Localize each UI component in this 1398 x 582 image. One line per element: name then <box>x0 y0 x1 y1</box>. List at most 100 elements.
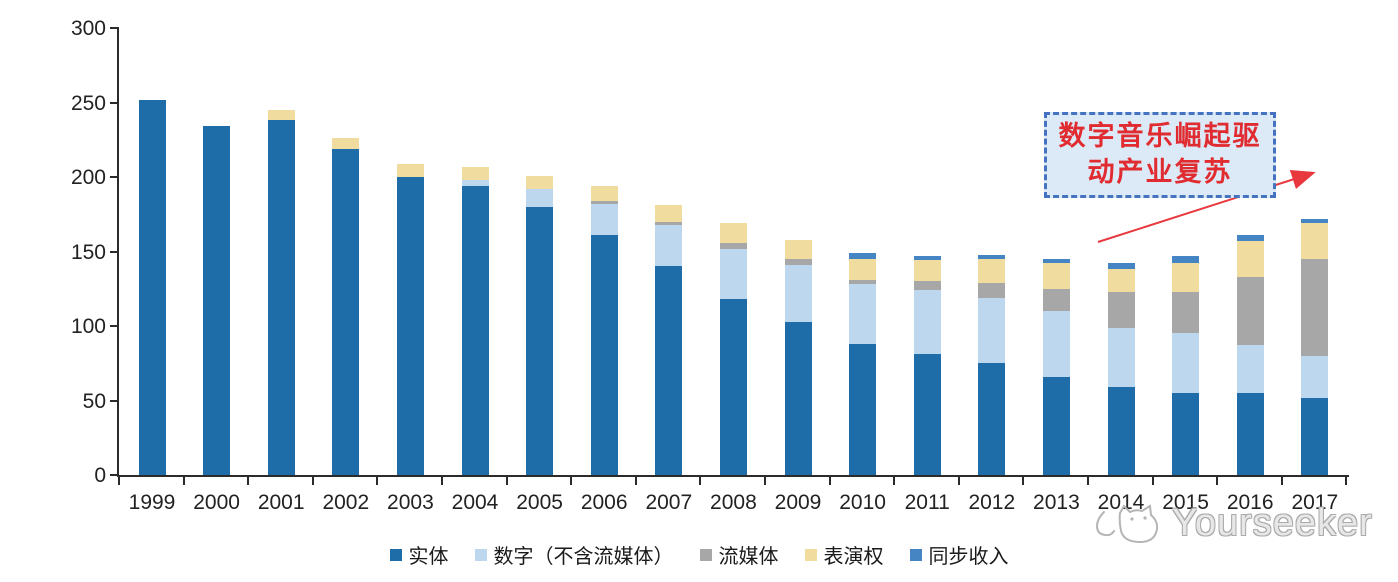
x-tick-1 <box>182 477 185 485</box>
x-axis-label-2016: 2016 <box>1226 491 1274 514</box>
stacked-bar-2002 <box>332 138 360 475</box>
legend-label-sync-revenue: 同步收入 <box>928 544 1009 568</box>
legend-swatch-physical <box>389 548 402 561</box>
x-tick-10 <box>764 477 766 485</box>
x-axis-label-2000: 2000 <box>193 491 240 514</box>
bar-segment-physical-2010 <box>849 343 877 475</box>
y-tick-50 <box>110 399 118 402</box>
stacked-bar-2007 <box>655 205 683 475</box>
x-axis-label-2005: 2005 <box>516 491 563 514</box>
legend-swatch-performance-rights <box>804 548 817 561</box>
stacked-bar-1999 <box>138 99 166 475</box>
bar-segment-streaming-2016 <box>1236 276 1264 346</box>
bar-segment-performance-rights-2012 <box>978 258 1006 283</box>
bar-segment-performance-rights-2013 <box>1042 263 1070 289</box>
stacked-bar-2012 <box>978 254 1006 475</box>
bar-segment-digital-ex-streaming-2004 <box>461 180 489 186</box>
bar-segment-sync-revenue-2017 <box>1301 218 1329 224</box>
legend-swatch-digital-ex-streaming <box>474 548 487 561</box>
bar-segment-digital-ex-streaming-2009 <box>784 264 812 322</box>
x-axis-label-2007: 2007 <box>645 491 693 514</box>
bar-segment-physical-2003 <box>396 177 424 475</box>
bar-segment-digital-ex-streaming-2010 <box>849 284 877 344</box>
legend-item-performance-rights: 表演权 <box>804 540 884 569</box>
x-axis-label-2010: 2010 <box>839 491 886 514</box>
legend-item-streaming: 流媒体 <box>699 540 779 569</box>
stacked-bar-2005 <box>526 175 554 475</box>
x-axis-label-2012: 2012 <box>968 491 1016 514</box>
bar-segment-sync-revenue-2015 <box>1172 256 1200 264</box>
stacked-bar-2003 <box>396 163 424 475</box>
x-axis-line <box>117 475 1349 477</box>
y-tick-label-0: 0 <box>94 464 106 487</box>
bar-segment-performance-rights-2003 <box>396 163 424 177</box>
x-axis-label-2014: 2014 <box>1097 491 1145 514</box>
bar-segment-physical-2014 <box>1107 387 1135 475</box>
stacked-bar-2013 <box>1042 258 1070 475</box>
bar-segment-performance-rights-2005 <box>526 175 554 189</box>
bar-segment-physical-2016 <box>1236 393 1264 475</box>
y-tick-250 <box>110 101 118 104</box>
stacked-bar-2000 <box>203 126 231 475</box>
bar-segment-physical-2008 <box>719 299 747 475</box>
bar-segment-performance-rights-2008 <box>719 223 747 243</box>
x-tick-3 <box>311 477 314 485</box>
bar-segment-digital-ex-streaming-2008 <box>719 248 747 300</box>
stacked-bar-2010 <box>849 253 877 475</box>
annotation-line-2: 动产业复苏 <box>1087 157 1233 188</box>
bar-segment-sync-revenue-2014 <box>1107 263 1135 270</box>
x-tick-14 <box>1022 477 1025 485</box>
bar-segment-digital-ex-streaming-2007 <box>655 224 683 267</box>
legend-label-streaming: 流媒体 <box>718 544 779 568</box>
bar-segment-streaming-2011 <box>913 281 941 291</box>
bar-segment-performance-rights-2016 <box>1236 241 1264 277</box>
bar-segment-sync-revenue-2012 <box>978 254 1006 259</box>
bar-segment-digital-ex-streaming-2016 <box>1236 345 1264 394</box>
y-tick-100 <box>110 325 118 327</box>
bar-segment-streaming-2017 <box>1301 258 1329 356</box>
bar-segment-performance-rights-2002 <box>332 138 360 149</box>
x-tick-13 <box>957 477 960 485</box>
bar-segment-digital-ex-streaming-2013 <box>1042 311 1070 377</box>
bar-segment-physical-2011 <box>913 354 941 475</box>
bar-segment-streaming-2006 <box>590 200 618 204</box>
x-tick-5 <box>441 477 443 485</box>
x-axis-label-2013: 2013 <box>1033 491 1080 514</box>
x-tick-19 <box>1345 477 1348 485</box>
x-tick-9 <box>699 477 702 485</box>
bar-segment-physical-2001 <box>267 120 295 475</box>
bar-segment-physical-2002 <box>332 148 360 475</box>
bar-segment-performance-rights-2009 <box>784 239 812 259</box>
chart-legend: 实体 数字（不含流媒体） 流媒体 表演权 同步收入 <box>0 540 1398 569</box>
bar-segment-physical-2015 <box>1172 393 1200 475</box>
legend-item-sync-revenue: 同步收入 <box>909 540 1009 569</box>
x-axis-label-2015: 2015 <box>1162 491 1209 514</box>
y-tick-label-100: 100 <box>70 315 106 338</box>
legend-label-physical: 实体 <box>408 544 449 568</box>
bar-segment-physical-2007 <box>655 266 683 475</box>
bar-segment-digital-ex-streaming-2011 <box>913 290 941 355</box>
stacked-bar-2006 <box>590 185 618 475</box>
x-axis-label-2004: 2004 <box>451 491 499 514</box>
yourseeker-cat-icon <box>1095 504 1159 544</box>
x-axis-label-1999: 1999 <box>128 491 176 514</box>
x-tick-2 <box>247 477 250 485</box>
stacked-bar-2009 <box>784 239 812 475</box>
y-axis-line <box>117 27 119 477</box>
stacked-bar-2015 <box>1172 256 1200 475</box>
bar-segment-streaming-2012 <box>978 282 1006 298</box>
legend-label-digital-ex-streaming: 数字（不含流媒体） <box>493 544 674 568</box>
stacked-bar-2004 <box>461 166 489 475</box>
bar-segment-sync-revenue-2016 <box>1236 235 1264 242</box>
bar-segment-digital-ex-streaming-2014 <box>1107 327 1135 388</box>
y-tick-200 <box>110 176 118 178</box>
x-axis-label-2001: 2001 <box>257 491 305 514</box>
y-tick-300 <box>110 27 118 29</box>
stacked-bar-2014 <box>1107 263 1135 475</box>
bar-segment-physical-1999 <box>138 99 166 475</box>
bar-segment-streaming-2009 <box>784 258 812 265</box>
x-tick-12 <box>893 477 896 485</box>
y-tick-label-50: 50 <box>82 389 106 413</box>
bar-segment-digital-ex-streaming-2012 <box>978 297 1006 364</box>
